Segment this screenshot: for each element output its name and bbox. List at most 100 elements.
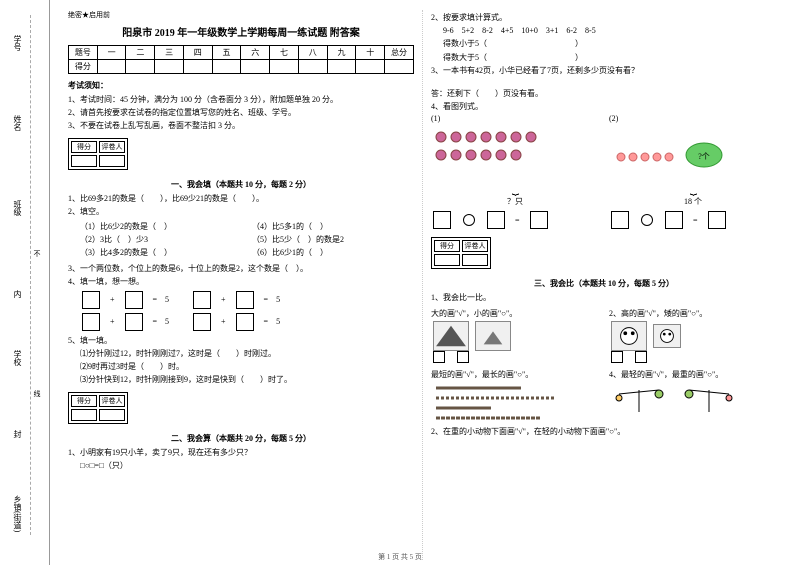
blank-box[interactable] [125, 291, 143, 309]
q2-1: 1、小明家有19只小羊，卖了9只，现在还有多少只？ [68, 447, 414, 458]
answer-box[interactable] [635, 351, 647, 363]
gutter-label: 封 [12, 430, 23, 438]
answer-box[interactable] [611, 351, 623, 363]
gutter-char: 不 [32, 250, 42, 257]
q1-2-item: （4）比5多1的（ ） [252, 221, 414, 232]
blank-box[interactable] [487, 211, 505, 229]
equation-row: +=5 +=5 [80, 313, 414, 331]
section-2-title: 二、我会算（本题共 20 分，每题 5 分） [68, 433, 414, 444]
blank-box[interactable] [125, 313, 143, 331]
notice-item: 1、考试时间：45 分钟，满分为 100 分（含卷面分 3 分），附加题单独 2… [68, 94, 414, 105]
panda-icon [611, 321, 647, 351]
notice-item: 3、不要在试卷上乱写乱画，卷面不整洁扣 3 分。 [68, 120, 414, 131]
left-column: 绝密★启用前 阳泉市 2019 年一年级数学上学期每周一练试题 附答案 题号 一… [60, 10, 423, 560]
hdr-cell: 八 [298, 46, 327, 60]
blank-box[interactable] [193, 313, 211, 331]
q1-3: 3、一个两位数，个位上的数是6，十位上的数是2，这个数是（ ）。 [68, 263, 414, 274]
op-circle[interactable] [641, 214, 653, 226]
answer-box[interactable] [457, 351, 469, 363]
section-3-title: 三、我会比（本题共 10 分，每题 5 分） [431, 278, 777, 289]
basket-picture: ?个 [609, 127, 777, 177]
blank-box[interactable] [82, 313, 100, 331]
op-circle[interactable] [463, 214, 475, 226]
score-mini-table: 得分评卷人 [68, 392, 128, 424]
q2-4-label-b: (2) [609, 114, 777, 123]
notice-title: 考试须知： [68, 80, 414, 91]
svg-text:?个: ?个 [698, 152, 710, 161]
blank-box[interactable] [708, 211, 726, 229]
q2-4-d: 18 个 [609, 196, 777, 207]
brace: ⏟ [609, 181, 777, 196]
q2-1-eq: □○□=□（只） [68, 460, 414, 471]
q1-5-item: ⑶分针快到12，时针刚刚接到9，这时是快到（ ）时了。 [80, 374, 414, 385]
hdr-cell: 一 [97, 46, 126, 60]
equation-row: = [609, 211, 777, 229]
right-column: 2、按要求填计算式。 9-6 5+2 8-2 4+5 10+0 3+1 6-2 … [423, 10, 785, 560]
q1-4: 4、填一填，想一想。 [68, 276, 414, 287]
blank-box[interactable] [665, 211, 683, 229]
gutter-label: 姓名 [12, 115, 23, 131]
fold-line [30, 15, 31, 535]
monkey-picture [431, 127, 599, 177]
panda-small-icon [653, 324, 681, 348]
fan-big-icon [433, 321, 469, 351]
q1-5: 5、填一填。 [68, 335, 414, 346]
paper-title: 阳泉市 2019 年一年级数学上学期每周一练试题 附答案 [68, 24, 414, 39]
q1-2: 2、填空。 [68, 206, 414, 217]
gutter-label: 学校 [12, 350, 23, 366]
q1-2-item: （2）3比（ ）少3 [80, 234, 242, 245]
notice-item: 2、请首先按要求在试卷的指定位置填写您的姓名、班级、学号。 [68, 107, 414, 118]
hdr-cell: 七 [270, 46, 299, 60]
q3-1d: 4、最轻的画"√"，最重的画"○"。 [609, 369, 777, 380]
q2-3-ans: 答：还剩下（ ）页没有看。 [431, 88, 777, 99]
gutter-label: 学号 [12, 35, 23, 51]
blank-box[interactable] [236, 291, 254, 309]
answer-box[interactable] [433, 351, 445, 363]
gutter-label: 内 [12, 290, 23, 298]
hdr-cell: 得分 [69, 60, 98, 74]
gutter-char: 线 [32, 390, 42, 397]
q1-2-item: （1）比6少2的数是（ ） [80, 221, 242, 232]
compare-pictures [431, 321, 599, 351]
hdr-cell: 四 [183, 46, 212, 60]
q2-3: 3、一本书有42页，小华已经看了7页，还剩多少页没有看？ [431, 65, 777, 76]
q1-2-item: （6）比6少1的（ ） [252, 247, 414, 258]
section-1-title: 一、我会填（本题共 10 分，每题 2 分） [68, 179, 414, 190]
blank-box[interactable] [236, 313, 254, 331]
equation-row: = [431, 211, 599, 229]
blank-box[interactable] [82, 291, 100, 309]
q1-5-item: ⑴分针刚过12，时针刚刚过7，这时是（ ）时刚过。 [80, 348, 414, 359]
hdr-cell: 十 [356, 46, 385, 60]
score-mini-table: 得分评卷人 [431, 237, 491, 269]
q3-1b: 2、高的画"√"，矮的画"○"。 [609, 308, 777, 319]
gutter-label: 班级 [12, 200, 23, 216]
fan-small-icon [475, 321, 511, 351]
q2-2a: 得数小于5（ ） [431, 38, 777, 49]
page-footer: 第 1 页 共 5 页 [0, 552, 800, 562]
hdr-cell: 九 [327, 46, 356, 60]
score-header-table: 题号 一 二 三 四 五 六 七 八 九 十 总分 得分 [68, 45, 414, 74]
brace: ⏟ [431, 181, 599, 196]
compare-pictures [609, 321, 777, 351]
hdr-cell: 题号 [69, 46, 98, 60]
q1-5-item: ⑵9时再过3时是（ ）时。 [80, 361, 414, 372]
q3-1c: 最短的画"√"，最长的画"○"。 [431, 369, 599, 380]
balance-pictures [609, 382, 777, 424]
hdr-cell: 总分 [385, 46, 414, 60]
q2-4: 4、看图列式。 [431, 101, 777, 112]
equation-row: +=5 +=5 [80, 291, 414, 309]
blank-box[interactable] [611, 211, 629, 229]
hdr-cell: 五 [212, 46, 241, 60]
q2-2-nums: 9-6 5+2 8-2 4+5 10+0 3+1 6-2 8-5 [431, 25, 777, 36]
secret-note: 绝密★启用前 [68, 10, 414, 20]
binding-gutter: 学号 姓名 班级 内 学校 封 乡镇(街道) 不 线 [0, 0, 50, 565]
hdr-cell: 三 [155, 46, 184, 60]
q1-2-item: （5）比5少（ ）的数是2 [252, 234, 414, 245]
rope-pictures [431, 382, 599, 424]
blank-box[interactable] [433, 211, 451, 229]
q1-1: 1、比69多21的数是（ ），比69少21的数是（ ）。 [68, 193, 414, 204]
hdr-cell: 六 [241, 46, 270, 60]
blank-box[interactable] [193, 291, 211, 309]
blank-box[interactable] [530, 211, 548, 229]
q1-2-item: （3）比4多2的数是（ ） [80, 247, 242, 258]
